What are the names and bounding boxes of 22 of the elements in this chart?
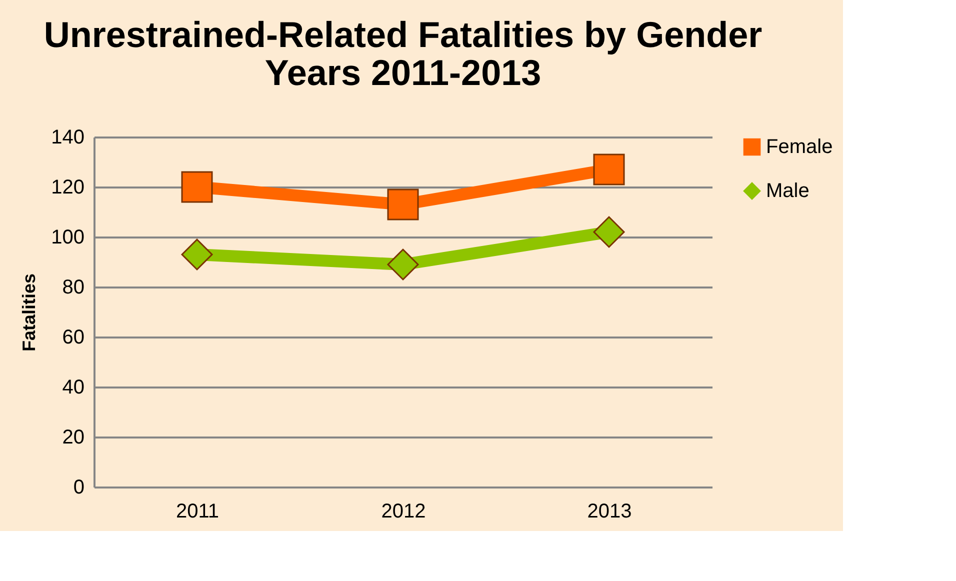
legend-label: Female — [766, 136, 833, 158]
y-tick-label: 0 — [73, 476, 84, 498]
point — [387, 248, 419, 280]
y-tick-label: 20 — [62, 426, 84, 448]
x-tick-label: 2011 — [176, 500, 220, 522]
y-tick-label: 100 — [51, 226, 84, 248]
y-tick-label: 60 — [62, 326, 84, 348]
y-axis-title: Fatalities — [19, 273, 40, 352]
y-tick-label: 140 — [51, 126, 84, 148]
point — [593, 216, 625, 248]
y-tick-label: 120 — [51, 176, 84, 198]
y-tick-label: 80 — [62, 276, 84, 298]
text: Years 2011-2013 — [264, 52, 542, 93]
text: Unrestrained-Related Fatalities by Gender — [44, 14, 762, 55]
point — [387, 188, 419, 220]
y-tick-label: 40 — [62, 376, 84, 398]
point — [181, 171, 213, 203]
x-tick-label: 2013 — [587, 500, 632, 522]
point — [593, 154, 625, 186]
x-tick-label: 2012 — [381, 500, 426, 522]
point — [181, 238, 213, 270]
legend-label: Male — [766, 180, 810, 202]
